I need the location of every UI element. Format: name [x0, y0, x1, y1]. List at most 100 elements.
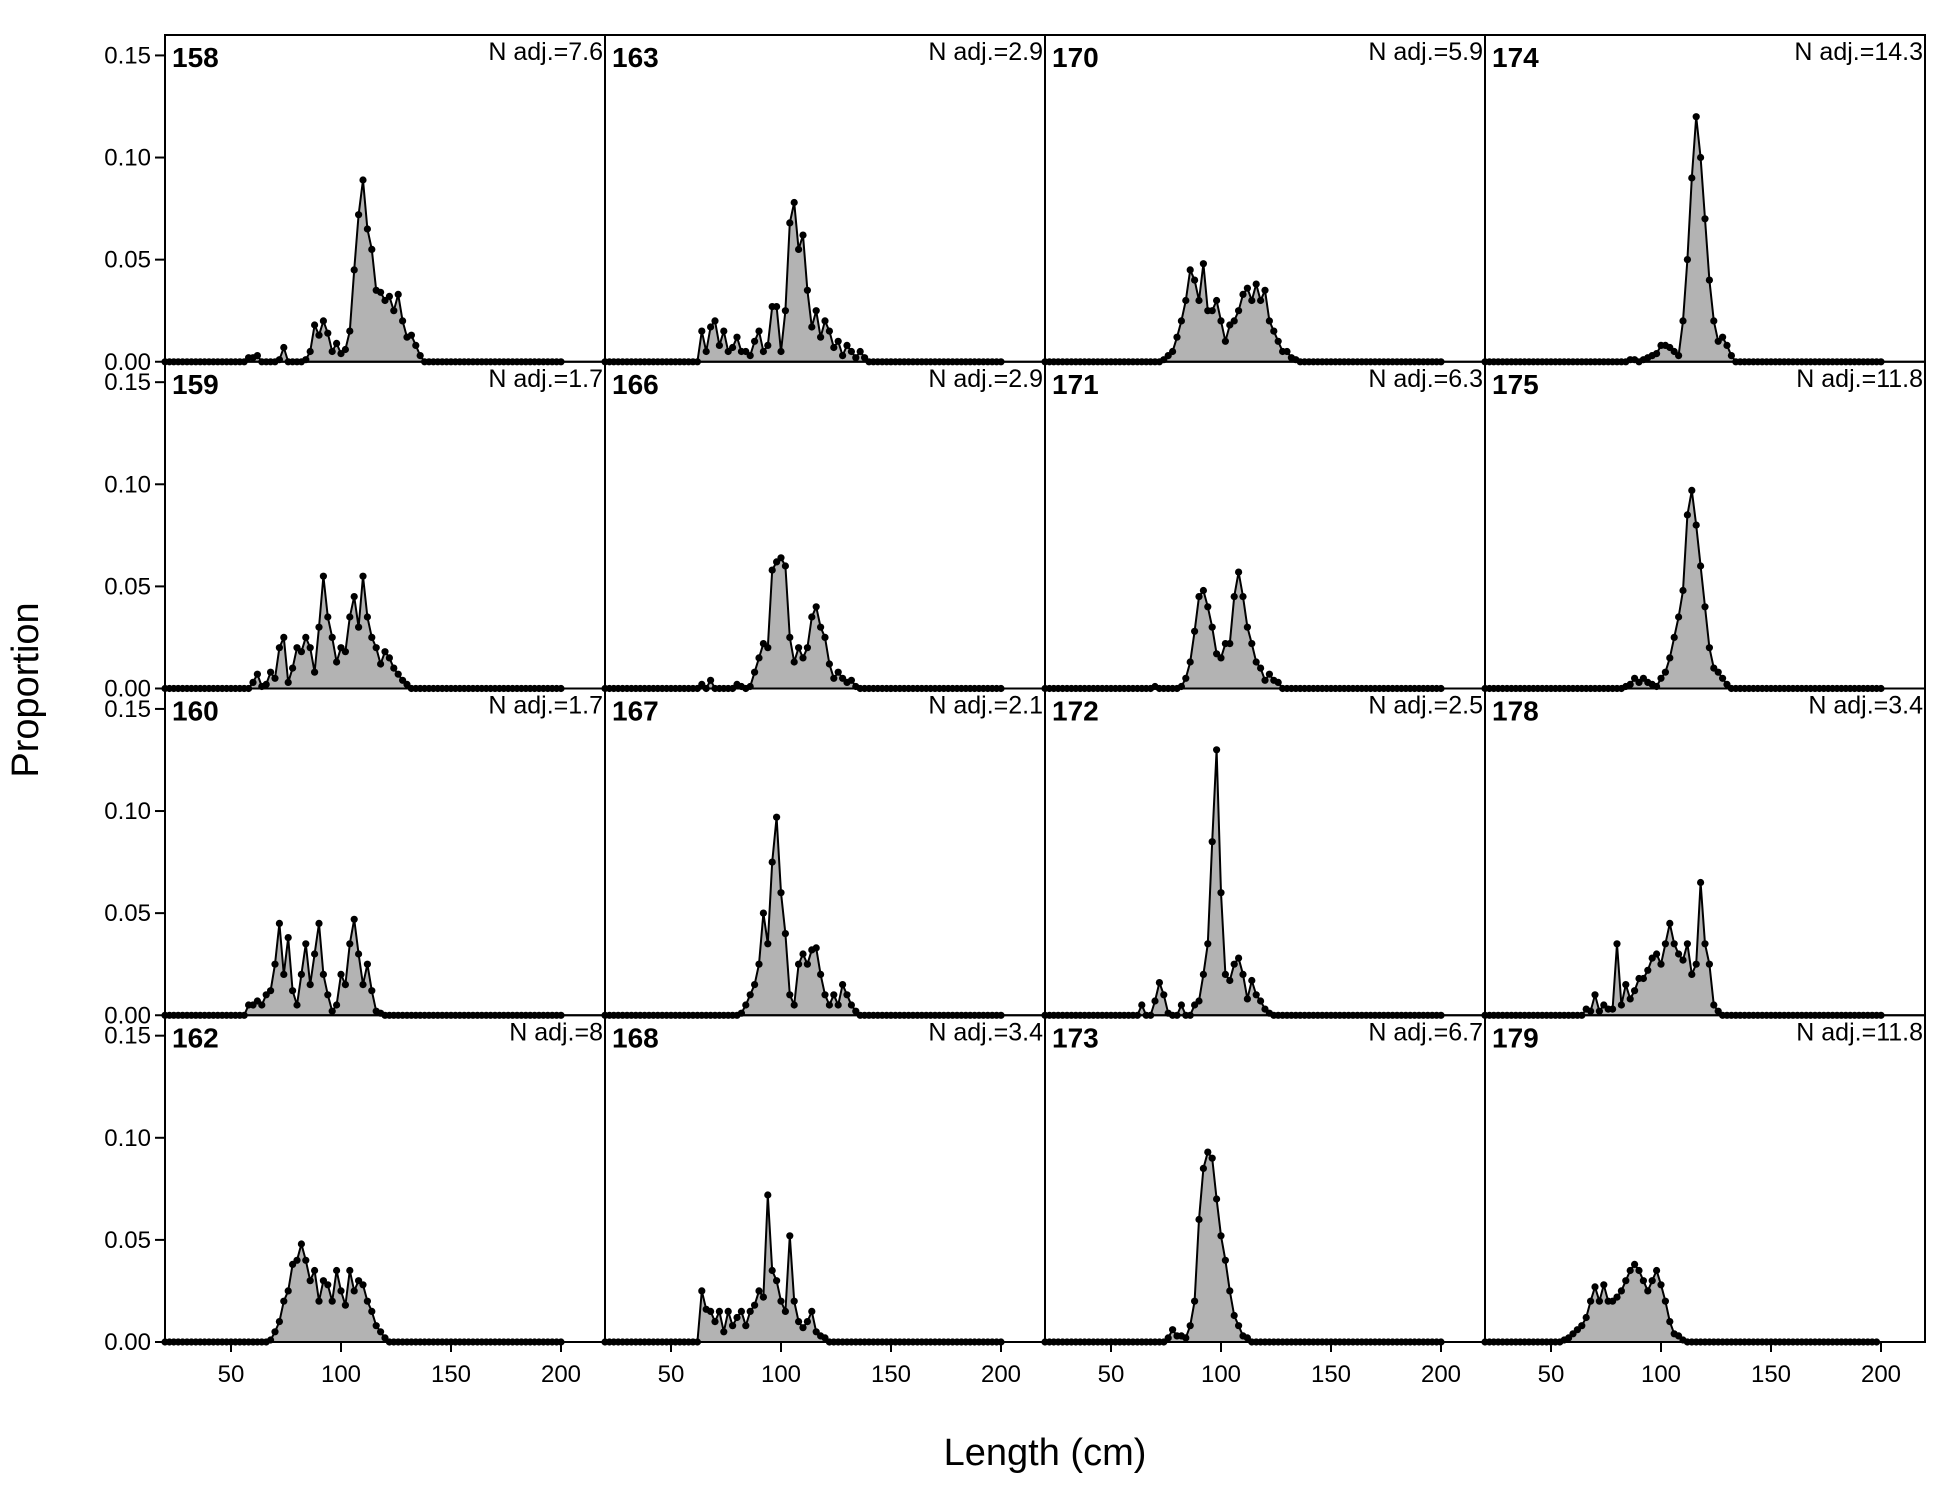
- panel-id-label: 162: [172, 1022, 219, 1053]
- n-adj-label: N adj.=11.8: [1796, 1018, 1923, 1046]
- data-point: [341, 1301, 349, 1309]
- data-point: [755, 327, 763, 335]
- data-point: [1719, 333, 1727, 341]
- data-point: [262, 680, 270, 689]
- data-point: [280, 1297, 288, 1305]
- data-point: [328, 347, 336, 356]
- data-point: [1626, 680, 1634, 689]
- data-point: [350, 1287, 358, 1295]
- data-point: [385, 292, 393, 300]
- data-point: [830, 674, 838, 682]
- y-axis-title: Proportion: [5, 602, 47, 777]
- data-point: [715, 341, 724, 349]
- data-point: [1639, 974, 1647, 983]
- data-point: [1670, 633, 1678, 642]
- x-tick-label: 50: [658, 1361, 685, 1388]
- y-tick-label: 0.15: [104, 369, 151, 396]
- data-point: [280, 343, 288, 352]
- data-point: [777, 347, 785, 356]
- data-point: [817, 333, 825, 341]
- data-point: [319, 970, 327, 979]
- data-point: [350, 266, 358, 274]
- data-point: [821, 991, 829, 999]
- data-point: [834, 1001, 842, 1009]
- data-point: [1705, 644, 1713, 652]
- data-point: [346, 613, 354, 621]
- data-point: [284, 678, 292, 687]
- data-point: [1195, 1215, 1203, 1224]
- x-tick-label: 150: [431, 1361, 471, 1388]
- panel-174: 174 N adj.=14.3: [1481, 34, 1926, 366]
- data-point: [1191, 276, 1199, 284]
- panel-173: 173 N adj.=6.7: [1041, 1014, 1486, 1346]
- data-point: [1261, 286, 1269, 294]
- data-point: [1697, 562, 1705, 570]
- data-point: [363, 1297, 371, 1305]
- data-point: [1688, 486, 1696, 494]
- panel-id-label: 178: [1492, 696, 1539, 727]
- data-point: [394, 290, 402, 298]
- data-point: [768, 1266, 776, 1275]
- data-point: [768, 566, 776, 574]
- data-point: [363, 225, 371, 233]
- data-point: [306, 1277, 314, 1285]
- data-point: [1679, 586, 1687, 595]
- data-point: [1591, 1283, 1599, 1291]
- data-point: [803, 286, 812, 294]
- data-point: [755, 654, 763, 662]
- data-point: [1657, 960, 1665, 968]
- data-point: [720, 327, 728, 335]
- area-fill: [1045, 263, 1441, 362]
- data-point: [715, 1307, 724, 1315]
- data-point: [1226, 640, 1234, 648]
- data-point: [267, 668, 275, 676]
- data-point: [1230, 1311, 1238, 1320]
- data-point: [1252, 658, 1260, 666]
- data-point: [249, 678, 257, 687]
- n-adj-label: N adj.=2.5: [1368, 692, 1483, 720]
- panel-id-label: 158: [172, 42, 219, 73]
- n-adj-label: N adj.=5.9: [1368, 38, 1483, 66]
- data-point: [271, 1328, 279, 1336]
- data-point: [1727, 352, 1735, 360]
- data-point: [297, 970, 305, 979]
- data-point: [1626, 1266, 1634, 1275]
- data-point: [359, 176, 367, 184]
- data-point: [390, 664, 398, 672]
- data-point: [1182, 674, 1190, 682]
- data-point: [359, 572, 367, 580]
- data-point: [1217, 889, 1225, 897]
- data-point: [755, 960, 763, 968]
- panel-border: [164, 360, 606, 690]
- area-fill: [165, 919, 561, 1016]
- panel-id-label: 168: [612, 1022, 659, 1053]
- data-point: [1195, 997, 1203, 1005]
- data-point: [847, 676, 856, 684]
- data-point: [346, 940, 354, 948]
- panel-border: [1044, 1014, 1486, 1343]
- data-point: [275, 644, 283, 652]
- data-point: [707, 676, 715, 684]
- panel-178: 178 N adj.=3.4: [1481, 687, 1926, 1019]
- series-line: [1485, 1262, 1877, 1343]
- data-point: [1239, 593, 1247, 601]
- x-tick-label: 200: [1861, 1361, 1901, 1388]
- y-tick-label: 0.05: [104, 1227, 151, 1254]
- panel-border: [1044, 687, 1486, 1017]
- data-point: [1595, 1297, 1603, 1305]
- data-point: [293, 1256, 301, 1264]
- y-tick-label: 0.10: [104, 145, 151, 172]
- data-point: [1235, 307, 1243, 315]
- data-point: [1213, 746, 1221, 754]
- data-point: [1199, 260, 1207, 268]
- panel-id-label: 172: [1052, 696, 1099, 727]
- data-point: [1631, 1260, 1639, 1268]
- data-point: [363, 613, 371, 621]
- panel-170: 170 N adj.=5.9: [1041, 34, 1486, 366]
- data-point: [795, 1318, 803, 1326]
- data-point: [1587, 1297, 1595, 1305]
- area-fill: [605, 202, 1001, 362]
- data-point: [1243, 995, 1251, 1003]
- data-point: [847, 347, 856, 356]
